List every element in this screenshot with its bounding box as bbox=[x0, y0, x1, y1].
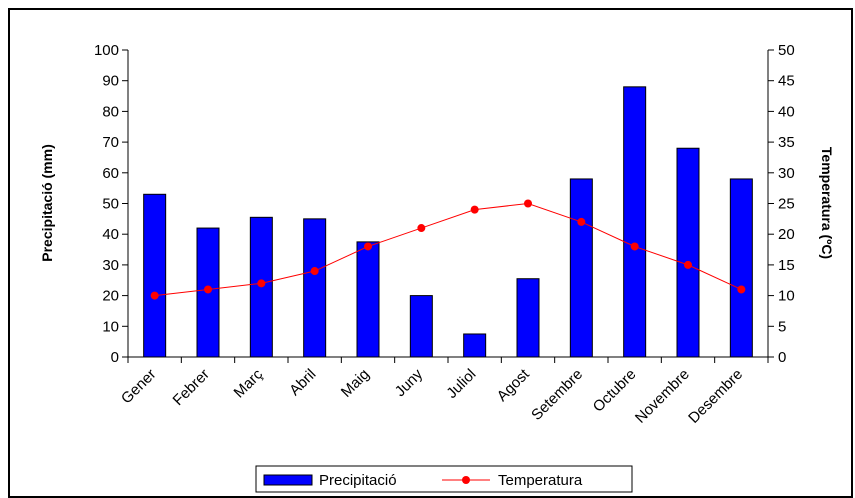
y-axis-title: Precipitació (mm) bbox=[39, 144, 55, 261]
y-tick-label: 100 bbox=[94, 42, 119, 59]
x-tick-label: Juny bbox=[392, 365, 427, 400]
temperature-point-abril bbox=[310, 267, 319, 276]
bar-desembre bbox=[729, 178, 753, 358]
y-right-tick-label: 30 bbox=[778, 165, 795, 182]
x-tick-label: Abril bbox=[286, 366, 319, 399]
y-tick-label: 30 bbox=[102, 257, 119, 274]
y-tick-label: 0 bbox=[111, 349, 119, 366]
x-tick-label: Octubre bbox=[590, 366, 640, 416]
temperature-point-setembre bbox=[577, 217, 586, 226]
bar-setembre bbox=[569, 178, 593, 358]
bar-agost bbox=[516, 278, 540, 358]
legend-box bbox=[255, 465, 633, 493]
y-right-axis-title: Temperatura (ºC) bbox=[819, 147, 835, 259]
temperature-point-març bbox=[257, 279, 266, 288]
legend-label-temperatura: Temperatura bbox=[498, 472, 583, 489]
temperature-point-novembre bbox=[684, 260, 692, 269]
temperature-point-octubre bbox=[630, 242, 639, 251]
y-tick-label: 40 bbox=[102, 226, 119, 243]
temperature-point-gener bbox=[150, 291, 159, 300]
temperature-point-desembre bbox=[737, 285, 746, 294]
y-right-tick-label: 5 bbox=[778, 318, 786, 335]
bar-novembre bbox=[676, 147, 700, 358]
x-tick-label: Març bbox=[231, 365, 267, 401]
x-tick-label: Setembre bbox=[528, 366, 586, 424]
x-tick-label: Maig bbox=[338, 366, 373, 401]
y-tick-label: 20 bbox=[102, 288, 119, 305]
y-right-tick-label: 15 bbox=[778, 257, 795, 274]
bar-abril bbox=[303, 218, 327, 358]
y-tick-label: 50 bbox=[102, 196, 119, 213]
y-right-tick-label: 25 bbox=[778, 196, 795, 213]
y-right-tick-label: 45 bbox=[778, 73, 795, 90]
bar-juny bbox=[409, 295, 433, 358]
y-right-tick-label: 0 bbox=[778, 349, 786, 366]
temperature-point-juliol bbox=[470, 205, 479, 214]
bar-maig bbox=[356, 241, 380, 358]
temperature-point-juny bbox=[417, 224, 426, 233]
x-tick-label: Agost bbox=[494, 365, 534, 405]
legend-swatch-precipitacio bbox=[263, 474, 313, 486]
x-tick-label: Gener bbox=[118, 366, 160, 408]
x-tick-label: Febrer bbox=[170, 366, 213, 409]
x-tick-label: Juliol bbox=[443, 366, 479, 402]
x-tick-label: Novembre bbox=[632, 366, 693, 427]
y-right-tick-label: 10 bbox=[778, 288, 795, 305]
y-tick-label: 70 bbox=[102, 134, 119, 151]
x-tick-label: Desembre bbox=[685, 366, 746, 427]
y-tick-label: 10 bbox=[102, 318, 119, 335]
y-right-tick-label: 50 bbox=[778, 42, 795, 59]
bar-octubre bbox=[623, 86, 647, 358]
y-right-tick-label: 20 bbox=[778, 226, 795, 243]
bar-juliol bbox=[463, 333, 487, 358]
legend-marker-temperatura bbox=[462, 476, 470, 484]
y-tick-label: 80 bbox=[102, 103, 119, 120]
legend-label-precipitacio: Precipitació bbox=[319, 472, 397, 489]
y-right-tick-label: 35 bbox=[778, 134, 795, 151]
temperature-line bbox=[154, 202, 742, 297]
temperature-point-maig bbox=[364, 242, 372, 251]
y-tick-label: 60 bbox=[102, 165, 119, 182]
temperature-point-agost bbox=[524, 199, 532, 208]
y-right-tick-label: 40 bbox=[778, 103, 795, 120]
bar-gener bbox=[143, 193, 167, 358]
y-tick-label: 90 bbox=[102, 73, 119, 90]
temperature-point-febrer bbox=[204, 285, 212, 294]
